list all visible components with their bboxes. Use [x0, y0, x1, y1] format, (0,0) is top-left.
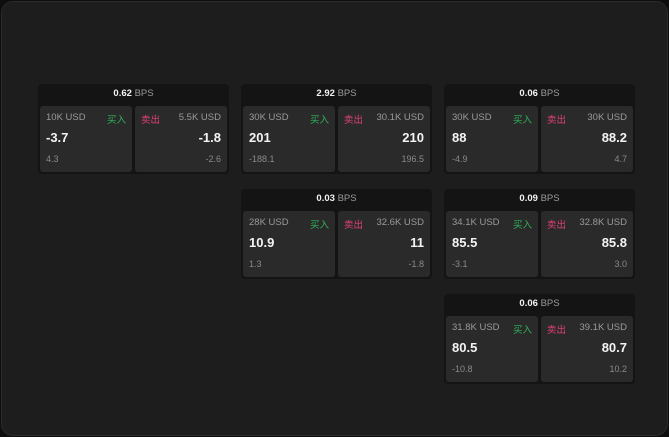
sell-panel[interactable]: 卖出 39.1K USD 80.7 10.2 [541, 316, 633, 382]
spread-value: 2.92 [316, 88, 335, 99]
ask-size: 32.6K USD [376, 217, 424, 228]
ask-price: 88.2 [601, 130, 627, 145]
bid-price: 85.5 [452, 235, 478, 250]
bid-price: 88 [452, 130, 467, 145]
buy-label: 买入 [309, 220, 329, 231]
ask-change: -2.6 [205, 154, 221, 164]
bid-size: 34.1K USD [452, 217, 500, 228]
sell-label: 卖出 [344, 220, 364, 231]
bid-size: 10K USD [46, 112, 86, 123]
spread-value: 0.03 [316, 193, 335, 204]
spread-header: 0.62 BPS [38, 84, 229, 104]
bid-size: 30K USD [249, 112, 289, 123]
buy-panel[interactable]: 28K USD 买入 10.9 1.3 [243, 211, 335, 277]
ask-change: 3.0 [614, 259, 627, 269]
bid-change: 4.3 [46, 154, 59, 164]
ask-size: 32.8K USD [579, 217, 627, 228]
bid-price: 80.5 [452, 340, 478, 355]
sell-panel[interactable]: 卖出 5.5K USD -1.8 -2.6 [135, 106, 227, 172]
spread-header: 0.06 BPS [444, 294, 635, 314]
spread-header: 0.03 BPS [241, 189, 432, 209]
sell-panel[interactable]: 卖出 32.8K USD 85.8 3.0 [541, 211, 633, 277]
spread-unit: BPS [540, 298, 560, 309]
buy-label: 买入 [512, 325, 532, 336]
bid-change: 1.3 [249, 259, 262, 269]
buy-label: 买入 [106, 115, 126, 126]
bid-change: -188.1 [249, 154, 275, 164]
bid-size: 28K USD [249, 217, 289, 228]
ask-change: 196.5 [401, 154, 424, 164]
ask-price: 210 [402, 130, 424, 145]
sell-label: 卖出 [547, 325, 567, 336]
buy-panel[interactable]: 10K USD 买入 -3.7 4.3 [40, 106, 132, 172]
bid-price: -3.7 [46, 130, 69, 145]
sell-panel[interactable]: 卖出 32.6K USD 11 -1.8 [338, 211, 430, 277]
ask-change: -1.8 [408, 259, 424, 269]
spread-unit: BPS [540, 193, 560, 204]
sell-panel[interactable]: 卖出 30K USD 88.2 4.7 [541, 106, 633, 172]
bid-size: 30K USD [452, 112, 492, 123]
quote-card: 0.62 BPS 10K USD 买入 -3.7 4.3 卖出 5.5K USD… [38, 84, 229, 174]
spread-unit: BPS [337, 193, 357, 204]
bid-price: 201 [249, 130, 271, 145]
spread-header: 2.92 BPS [241, 84, 432, 104]
ask-change: 10.2 [609, 364, 627, 374]
buy-label: 买入 [512, 115, 532, 126]
buy-panel[interactable]: 30K USD 买入 201 -188.1 [243, 106, 335, 172]
buy-panel[interactable]: 34.1K USD 买入 85.5 -3.1 [446, 211, 538, 277]
sell-label: 卖出 [141, 115, 161, 126]
bid-size: 31.8K USD [452, 322, 500, 333]
buy-panel[interactable]: 31.8K USD 买入 80.5 -10.8 [446, 316, 538, 382]
spread-header: 0.06 BPS [444, 84, 635, 104]
ask-price: -1.8 [198, 130, 221, 145]
spread-unit: BPS [337, 88, 357, 99]
bid-change: -10.8 [452, 364, 473, 374]
ask-size: 5.5K USD [178, 112, 221, 123]
sell-panel[interactable]: 卖出 30.1K USD 210 196.5 [338, 106, 430, 172]
spread-unit: BPS [540, 88, 560, 99]
quote-card: 0.03 BPS 28K USD 买入 10.9 1.3 卖出 32.6K US… [241, 189, 432, 279]
quote-card: 0.06 BPS 31.8K USD 买入 80.5 -10.8 卖出 39.1… [444, 294, 635, 384]
quote-card: 0.06 BPS 30K USD 买入 88 -4.9 卖出 30K USD 8… [444, 84, 635, 174]
bid-price: 10.9 [249, 235, 275, 250]
ask-price: 11 [410, 235, 424, 250]
ask-size: 39.1K USD [579, 322, 627, 333]
sell-label: 卖出 [344, 115, 364, 126]
ask-price: 85.8 [601, 235, 627, 250]
ask-price: 80.7 [601, 340, 627, 355]
spread-value: 0.06 [519, 88, 538, 99]
ask-size: 30K USD [587, 112, 627, 123]
bid-change: -4.9 [452, 154, 468, 164]
ask-size: 30.1K USD [376, 112, 424, 123]
sell-label: 卖出 [547, 115, 567, 126]
spread-value: 0.06 [519, 298, 538, 309]
quote-card: 0.09 BPS 34.1K USD 买入 85.5 -3.1 卖出 32.8K… [444, 189, 635, 279]
buy-label: 买入 [512, 220, 532, 231]
quote-card: 2.92 BPS 30K USD 买入 201 -188.1 卖出 30.1K … [241, 84, 432, 174]
spread-unit: BPS [134, 88, 154, 99]
sell-label: 卖出 [547, 220, 567, 231]
spread-value: 0.09 [519, 193, 538, 204]
spread-value: 0.62 [113, 88, 132, 99]
spread-header: 0.09 BPS [444, 189, 635, 209]
ask-change: 4.7 [614, 154, 627, 164]
buy-panel[interactable]: 30K USD 买入 88 -4.9 [446, 106, 538, 172]
buy-label: 买入 [309, 115, 329, 126]
bid-change: -3.1 [452, 259, 468, 269]
